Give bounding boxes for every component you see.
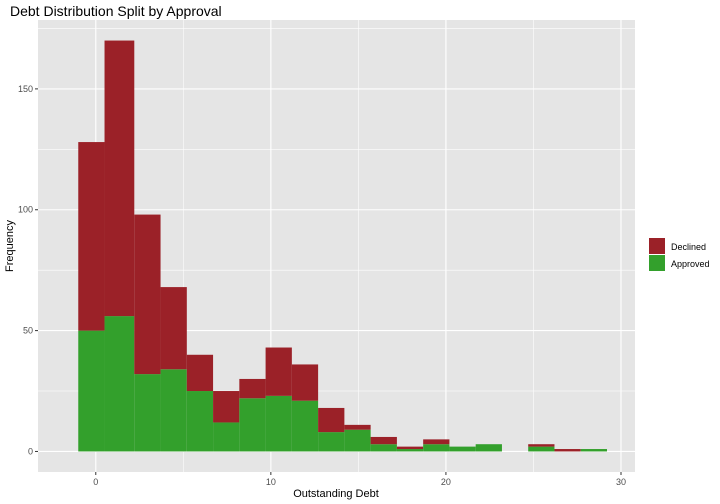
bar-approved-19 [580,449,607,452]
bar-approved-1 [104,316,135,452]
x-axis-title: Outstanding Debt [293,488,379,500]
legend-label-declined: Declined [671,242,706,252]
bar-declined-3 [160,287,187,370]
y-axis: 0 50 100 150 [18,84,38,456]
bar-declined-8 [291,364,319,401]
bar-approved-3 [160,369,187,452]
y-tick-label: 150 [18,84,33,94]
bar-declined-11 [370,436,397,445]
bar-declined-12 [396,446,424,450]
y-tick-label: 100 [18,205,33,215]
bar-approved-6 [239,398,266,452]
bar-approved-12 [396,449,424,452]
x-axis: 0 10 20 30 [93,472,626,487]
bar-declined-0 [78,142,105,331]
bar-approved-15 [475,444,502,452]
bar-approved-7 [265,395,292,452]
bar-approved-8 [291,400,319,452]
y-axis-title: Frequency [4,220,16,272]
bar-declined-10 [344,424,371,430]
bar-approved-13 [423,444,450,452]
bar-declined-17 [528,444,555,447]
legend-key-declined [649,238,665,254]
bar-declined-4 [186,354,214,392]
bar-declined-6 [239,378,266,399]
bar-declined-18 [554,449,581,452]
bar-approved-17 [528,446,555,452]
bar-approved-14 [449,446,476,452]
y-tick-label: 0 [28,446,33,456]
y-tick-label: 50 [23,326,33,336]
bar-approved-11 [370,444,397,452]
bar-approved-0 [78,330,105,452]
chart-title: Debt Distribution Split by Approval [10,3,222,19]
x-tick-label: 0 [93,477,98,487]
bar-declined-13 [423,439,450,445]
bar-declined-7 [265,347,292,396]
bar-approved-9 [318,432,345,452]
bar-declined-2 [134,214,161,375]
x-tick-label: 30 [616,477,626,487]
bars [78,40,607,452]
x-tick-label: 20 [441,477,451,487]
legend-key-approved [649,255,665,271]
legend-label-approved: Approved [671,259,710,269]
bar-approved-2 [134,374,161,452]
bar-declined-9 [318,407,345,433]
bar-approved-10 [344,429,371,452]
bar-approved-5 [213,422,240,452]
bar-declined-5 [213,391,240,423]
bar-declined-1 [104,40,135,317]
legend: Declined Approved [649,238,710,271]
bar-approved-4 [186,391,214,452]
x-tick-label: 10 [266,477,276,487]
